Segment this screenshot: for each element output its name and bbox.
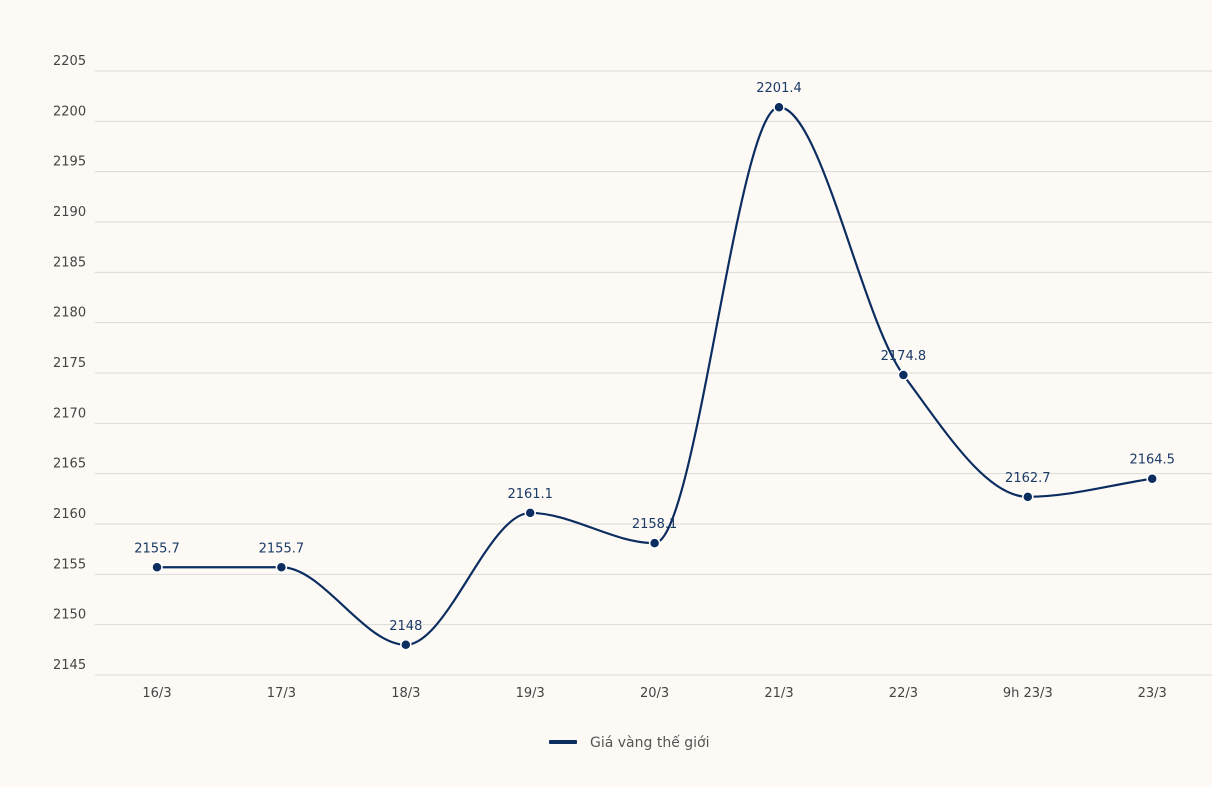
y-tick-label: 2155 [53, 557, 86, 572]
x-tick-label: 9h 23/3 [1003, 686, 1053, 701]
data-point[interactable] [151, 561, 163, 574]
data-point[interactable] [897, 369, 910, 381]
data-points [151, 101, 1158, 651]
x-tick-label: 17/3 [267, 686, 296, 701]
x-tick-label: 22/3 [889, 686, 918, 701]
data-point[interactable] [400, 639, 412, 651]
legend[interactable]: Giá vàng thế giới [549, 734, 710, 751]
y-tick-label: 2190 [53, 205, 86, 220]
data-point[interactable] [648, 537, 661, 549]
data-label: 2155.7 [134, 541, 180, 556]
y-tick-label: 2175 [53, 356, 86, 371]
data-point[interactable] [773, 101, 785, 113]
data-label: 2148 [389, 619, 422, 634]
y-tick-label: 2170 [53, 406, 86, 421]
data-point[interactable] [1146, 472, 1158, 485]
y-tick-label: 2150 [53, 608, 86, 623]
data-label: 2174.8 [881, 349, 927, 364]
data-label: 2161.1 [507, 487, 553, 502]
x-tick-label: 20/3 [640, 686, 669, 701]
data-label: 2201.4 [756, 81, 802, 96]
y-tick-label: 2165 [53, 457, 86, 472]
series-line [157, 106, 1153, 646]
y-tick-label: 2160 [53, 507, 86, 522]
data-point[interactable] [524, 507, 536, 519]
y-tick-label: 2180 [53, 306, 86, 321]
y-axis-ticks: 2145 2150 2155 2160 2165 2170 2175 2180 2185 2190… [53, 54, 86, 673]
data-labels: 2155.7 2155.7 2148 2161.1 2158.1 2201.4 2174.8… [134, 81, 1175, 634]
legend-label: Giá vàng thế giới [590, 734, 710, 751]
x-axis-ticks: 16/3 17/3 18/3 19/3 20/3 21/3 22/3 9h 23/3 23/3 [142, 686, 1166, 701]
data-label: 2164.5 [1129, 453, 1175, 468]
x-tick-label: 16/3 [142, 686, 171, 701]
grid-lines [95, 70, 1212, 676]
y-tick-label: 2200 [53, 104, 86, 119]
y-tick-label: 2185 [53, 255, 86, 270]
x-tick-label: 23/3 [1138, 686, 1167, 701]
data-label: 2162.7 [1005, 471, 1051, 486]
x-tick-label: 19/3 [516, 686, 545, 701]
data-label: 2155.7 [259, 541, 305, 556]
y-tick-label: 2145 [53, 658, 86, 673]
x-tick-label: 18/3 [391, 686, 420, 701]
data-point[interactable] [1022, 491, 1034, 503]
x-tick-label: 21/3 [764, 686, 793, 701]
data-point[interactable] [275, 561, 288, 574]
data-label: 2158.1 [632, 517, 678, 532]
legend-swatch [549, 740, 577, 744]
y-tick-label: 2195 [53, 155, 86, 170]
y-tick-label: 2205 [53, 54, 86, 69]
